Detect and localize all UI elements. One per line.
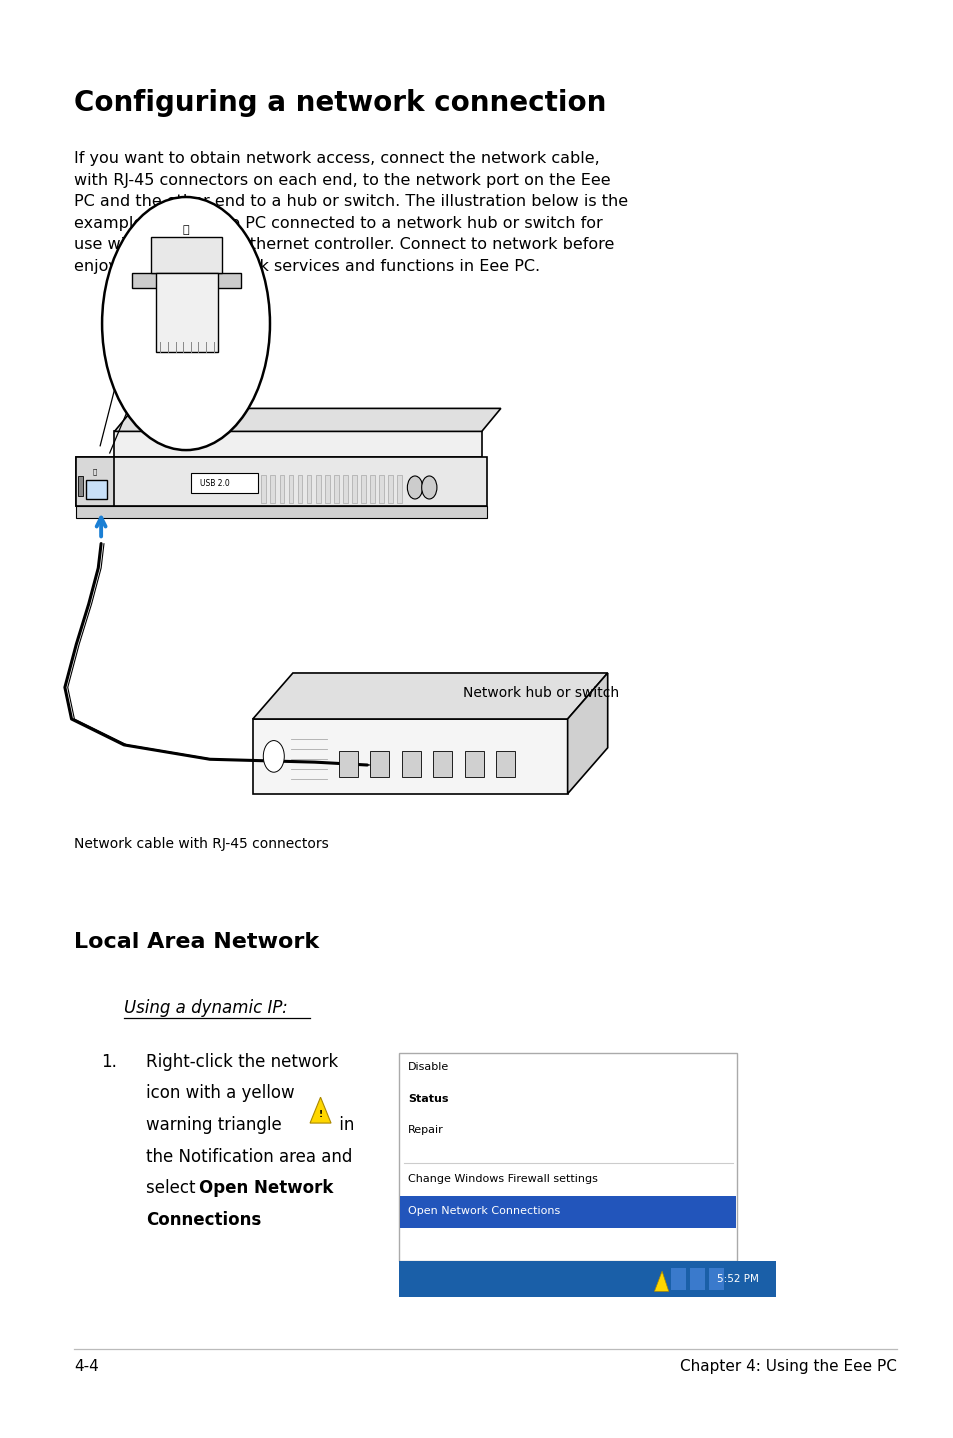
Text: Repair: Repair [408, 1126, 443, 1135]
FancyBboxPatch shape [388, 475, 393, 503]
FancyBboxPatch shape [352, 475, 356, 503]
Text: Chapter 4: Using the Eee PC: Chapter 4: Using the Eee PC [679, 1359, 896, 1373]
Text: ⚿: ⚿ [183, 226, 189, 234]
Text: Configuring a network connection: Configuring a network connection [74, 89, 606, 116]
Text: 1.: 1. [101, 1053, 117, 1071]
Text: in: in [334, 1116, 354, 1135]
FancyBboxPatch shape [379, 475, 383, 503]
Circle shape [102, 197, 270, 450]
FancyBboxPatch shape [297, 475, 302, 503]
Polygon shape [253, 673, 607, 719]
FancyBboxPatch shape [401, 751, 420, 777]
FancyBboxPatch shape [464, 751, 483, 777]
FancyBboxPatch shape [360, 475, 366, 503]
Polygon shape [76, 457, 486, 506]
Text: Network cable with RJ-45 connectors: Network cable with RJ-45 connectors [74, 837, 329, 851]
Polygon shape [76, 506, 486, 518]
Circle shape [421, 476, 436, 499]
Text: Right-click the network: Right-click the network [146, 1053, 338, 1071]
FancyBboxPatch shape [288, 475, 294, 503]
FancyBboxPatch shape [151, 237, 222, 273]
Text: ⚿: ⚿ [92, 469, 96, 475]
FancyBboxPatch shape [433, 751, 452, 777]
Text: USB 2.0: USB 2.0 [199, 479, 230, 487]
FancyBboxPatch shape [306, 475, 311, 503]
FancyBboxPatch shape [86, 480, 107, 499]
Text: Status: Status [408, 1094, 448, 1103]
Text: the Notification area and: the Notification area and [146, 1148, 352, 1166]
Text: Disable: Disable [408, 1063, 449, 1071]
FancyBboxPatch shape [370, 751, 389, 777]
FancyBboxPatch shape [398, 1053, 737, 1261]
Text: Local Area Network: Local Area Network [74, 932, 319, 952]
Text: select: select [146, 1179, 200, 1198]
Text: Open Network Connections: Open Network Connections [408, 1206, 560, 1215]
FancyBboxPatch shape [271, 475, 274, 503]
Polygon shape [76, 457, 114, 506]
Text: !: ! [318, 1110, 322, 1119]
FancyBboxPatch shape [334, 475, 338, 503]
Polygon shape [654, 1271, 668, 1291]
Text: Change Windows Firewall settings: Change Windows Firewall settings [408, 1175, 598, 1183]
Polygon shape [114, 431, 481, 457]
Text: If you want to obtain network access, connect the network cable,
with RJ-45 conn: If you want to obtain network access, co… [74, 151, 628, 275]
Text: 5:52 PM: 5:52 PM [716, 1274, 758, 1284]
Polygon shape [567, 673, 607, 794]
FancyBboxPatch shape [78, 476, 83, 496]
Text: Network hub or switch: Network hub or switch [462, 686, 618, 700]
FancyBboxPatch shape [689, 1268, 704, 1290]
FancyBboxPatch shape [279, 475, 284, 503]
FancyBboxPatch shape [370, 475, 375, 503]
FancyBboxPatch shape [338, 751, 357, 777]
Polygon shape [253, 719, 567, 794]
FancyBboxPatch shape [132, 273, 241, 288]
FancyBboxPatch shape [399, 1196, 736, 1228]
FancyBboxPatch shape [324, 475, 330, 503]
FancyBboxPatch shape [670, 1268, 685, 1290]
Text: Using a dynamic IP:: Using a dynamic IP: [124, 999, 288, 1018]
FancyBboxPatch shape [261, 475, 266, 503]
Text: Open Network: Open Network [199, 1179, 334, 1198]
FancyBboxPatch shape [708, 1268, 723, 1290]
Circle shape [407, 476, 422, 499]
Text: 4-4: 4-4 [74, 1359, 99, 1373]
Polygon shape [310, 1097, 331, 1123]
FancyBboxPatch shape [496, 751, 515, 777]
Text: Connections: Connections [146, 1211, 261, 1229]
FancyBboxPatch shape [315, 475, 320, 503]
Text: warning triangle: warning triangle [146, 1116, 281, 1135]
FancyBboxPatch shape [396, 475, 401, 503]
Text: icon with a yellow: icon with a yellow [146, 1084, 294, 1103]
FancyBboxPatch shape [343, 475, 348, 503]
FancyBboxPatch shape [155, 273, 217, 352]
Circle shape [263, 741, 284, 772]
Text: .: . [253, 1211, 259, 1229]
FancyBboxPatch shape [191, 473, 257, 493]
Polygon shape [114, 408, 500, 431]
FancyBboxPatch shape [398, 1261, 775, 1297]
